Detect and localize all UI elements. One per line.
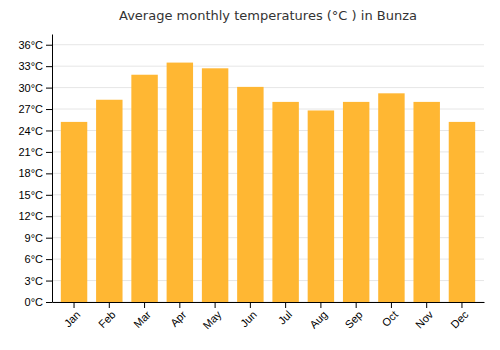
y-tick-label: 12°C [18,210,43,222]
chart-title: Average monthly temperatures (°C ) in Bu… [119,8,417,23]
y-tick-label: 3°C [25,275,44,287]
y-tick-label: 18°C [18,167,43,179]
bar [413,102,439,302]
x-tick: Apr [168,302,189,329]
bar [272,102,298,302]
y-tick-mark [46,302,52,303]
x-tick: Jan [62,302,83,329]
chart-svg: 0°C 3°C 6°C 9°C 12°C 15°C 18°C 21°C 24°C 27°C 30°C… [0,0,500,350]
x-tick-mark [320,302,321,308]
x-tick-mark [179,302,180,308]
y-tick: 30°C [18,82,52,94]
y-axis: 0°C 3°C 6°C 9°C 12°C 15°C 18°C 21°C 24°C 27°C 30°C… [18,35,52,309]
y-tick-label: 30°C [18,82,43,94]
x-tick-mark [74,302,75,308]
y-tick-label: 27°C [18,103,43,115]
x-tick: Sep [342,302,364,331]
grid-line [52,87,484,88]
y-axis-line [52,35,53,303]
x-axis: Jan Feb Mar Apr May Jun Jul Aug Sep Oct Nov Dec [53,302,485,331]
x-tick: Oct [379,302,400,329]
y-tick-mark [46,45,52,46]
grid-line [52,44,484,45]
grid-line [52,66,484,67]
bar [131,75,157,302]
bar [202,68,228,302]
x-tick: Aug [307,302,329,331]
x-tick: Jul [276,302,294,327]
x-tick-label: Jan [62,308,83,329]
y-tick: 15°C [18,189,52,201]
y-tick: 3°C [25,275,52,287]
x-tick-label: Feb [96,308,118,330]
bar [449,122,475,302]
x-tick: Nov [413,302,436,331]
y-tick: 0°C [25,296,52,308]
x-tick: Jun [238,302,259,329]
y-tick: 21°C [18,146,52,158]
y-tick-mark [46,152,52,153]
x-tick-mark [285,302,286,308]
x-tick-label: May [200,308,224,332]
x-axis-line [53,302,485,303]
bar [343,102,369,302]
y-tick-label: 24°C [18,124,43,136]
y-tick: 9°C [25,232,52,244]
y-tick-mark [46,173,52,174]
x-tick: Feb [96,302,118,330]
y-tick-mark [46,238,52,239]
bar [61,122,87,302]
y-tick: 12°C [18,210,52,222]
y-tick-label: 36°C [18,39,43,51]
y-tick-mark [46,88,52,89]
x-tick-label: Mar [131,308,153,330]
y-tick-mark [46,130,52,131]
x-tick-mark [426,302,427,308]
y-tick-label: 33°C [18,60,43,72]
y-tick-mark [46,195,52,196]
y-tick: 36°C [18,39,52,51]
x-tick-label: Aug [307,308,329,330]
y-tick-label: 9°C [25,232,44,244]
y-tick-mark [46,281,52,282]
y-tick-label: 15°C [18,189,43,201]
y-tick-mark [46,66,52,67]
y-tick-label: 21°C [18,146,43,158]
x-tick: Dec [448,302,471,331]
x-tick-label: Jul [276,308,294,326]
x-tick-mark [461,302,462,308]
x-tick-label: Apr [168,308,189,329]
y-tick-label: 6°C [25,253,44,265]
x-tick-label: Dec [448,308,471,331]
bar [378,93,404,302]
x-tick-mark [215,302,216,308]
chart-container: 0°C 3°C 6°C 9°C 12°C 15°C 18°C 21°C 24°C 27°C 30°C… [0,0,500,350]
x-tick-label: Nov [413,308,436,331]
x-tick-mark [250,302,251,308]
x-tick-mark [356,302,357,308]
x-tick-label: Jun [238,308,259,329]
y-tick: 6°C [25,253,52,265]
y-tick-mark [46,109,52,110]
x-tick: May [200,302,224,331]
y-tick: 33°C [18,60,52,72]
x-tick-mark [391,302,392,308]
bar [308,110,334,302]
y-tick-label: 0°C [25,296,44,308]
bar [237,87,263,302]
y-tick: 18°C [18,167,52,179]
bar [96,100,122,302]
x-tick-label: Sep [342,308,364,330]
bars [61,63,475,302]
bar [167,63,193,302]
y-tick-mark [46,259,52,260]
grid [52,45,484,302]
y-tick: 27°C [18,103,52,115]
y-tick-mark [46,216,52,217]
y-tick: 24°C [18,124,52,136]
x-tick-label: Oct [379,308,400,329]
x-tick-mark [144,302,145,308]
x-tick: Mar [131,302,153,330]
x-tick-mark [109,302,110,308]
